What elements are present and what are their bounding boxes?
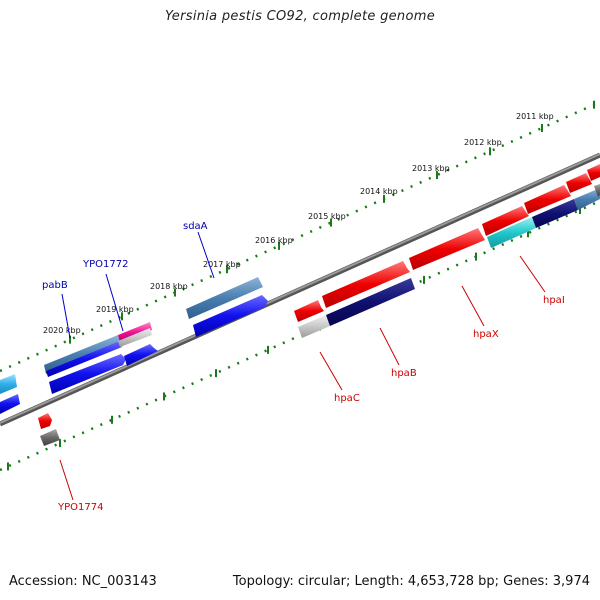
gene-labels: sdaA YPO1772 pabB hpaI hpaX hpaB hpaC YP… [42, 221, 565, 513]
kbp-label-2013: 2013 kbp [412, 164, 450, 173]
kbp-label-2011: 2011 kbp [516, 112, 554, 121]
kbp-label-2020: 2020 kbp [43, 326, 81, 335]
gene-fragment-left-sky [0, 374, 17, 394]
gene-red-e [524, 185, 571, 214]
forward-genes [0, 164, 600, 446]
gene-red-g [587, 164, 600, 181]
gene-red-YPO1774 [38, 413, 52, 429]
kbp-label-2017: 2017 kbp [203, 260, 241, 269]
gene-gray-light-a [118, 328, 152, 347]
gene-label-YPO1772: YPO1772 [82, 259, 128, 270]
gene-cyan-hpaI [487, 217, 536, 248]
gene-gray-light-hpaC [298, 315, 330, 338]
gene-blue-b [49, 354, 126, 394]
gene-label-YPO1774: YPO1774 [57, 502, 103, 513]
gene-label-sdaA: sdaA [183, 221, 208, 232]
gene-blue-c [124, 344, 158, 366]
gene-label-hpaB: hpaB [391, 368, 417, 379]
kbp-labels: 2011 kbp 2012 kbp 2013 kbp 2014 kbp 2015… [43, 112, 554, 335]
kbp-label-2018: 2018 kbp [150, 282, 188, 291]
kbp-label-2014: 2014 kbp [360, 187, 398, 196]
gene-fragment-left-blue [0, 394, 20, 414]
gene-gray-dark-right [594, 184, 600, 197]
label-leaders [59, 231, 546, 501]
gene-sdaA [186, 277, 263, 319]
kbp-label-2012: 2012 kbp [464, 138, 502, 147]
outer-kbp-ruler [0, 100, 600, 373]
map-title: Yersinia pestis CO92, complete genome [164, 9, 435, 24]
gene-red-b [322, 261, 410, 308]
gene-red-f [566, 173, 592, 193]
gene-navy-right [532, 199, 578, 228]
genome-backbone [0, 152, 600, 427]
accession-text: Accession: NC_003143 [9, 574, 157, 589]
gene-blue-a [46, 341, 122, 377]
gene-label-hpaI: hpaI [543, 295, 565, 306]
gene-steel-right [574, 188, 600, 210]
kbp-label-2015: 2015 kbp [308, 212, 346, 221]
gene-red-a [294, 300, 324, 322]
kbp-label-2016: 2016 kbp [255, 236, 293, 245]
inner-tick-ring [0, 199, 600, 472]
gene-label-hpaC: hpaC [334, 393, 360, 404]
gene-red-d [482, 206, 529, 236]
gene-label-pabB: pabB [42, 280, 68, 291]
gene-gray-YPO1774 [40, 429, 60, 446]
kbp-label-2019: 2019 kbp [96, 305, 134, 314]
gene-red-c [409, 228, 485, 270]
gene-label-hpaX: hpaX [473, 329, 499, 340]
genome-summary-text: Topology: circular; Length: 4,653,728 bp… [232, 574, 590, 589]
gene-blue-sdaA [193, 295, 268, 337]
gene-navy-hpaB [326, 278, 415, 326]
